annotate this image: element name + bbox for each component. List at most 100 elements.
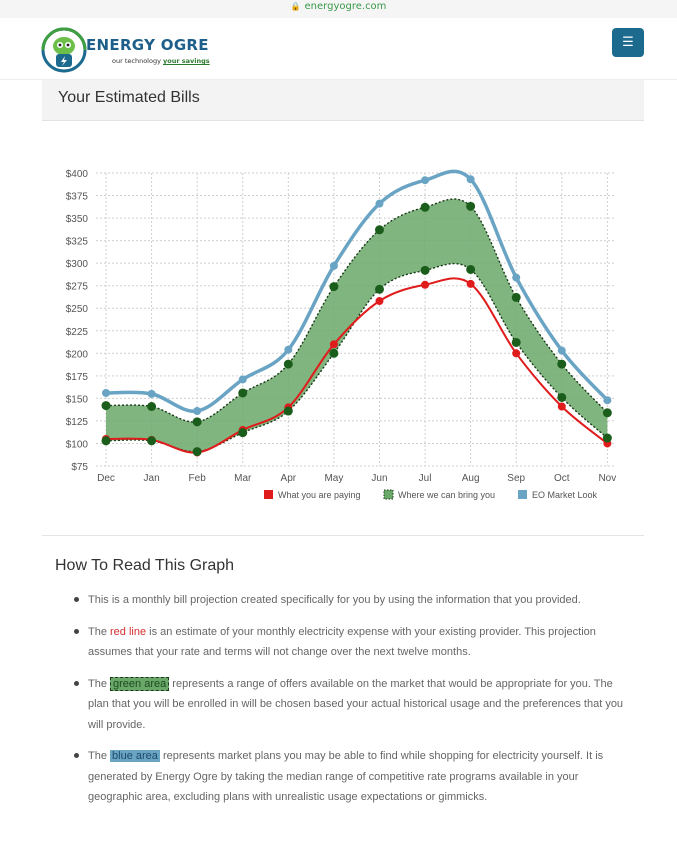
y-tick-label: $225 — [66, 327, 89, 338]
green-upper-point — [238, 388, 248, 398]
bullet-2-post: is an estimate of your monthly electrici… — [88, 625, 596, 659]
list-item: The green area represents a range of off… — [73, 674, 633, 736]
tagline-emphasis: your savings — [163, 57, 210, 65]
hamburger-menu-icon: ☰ — [622, 35, 634, 50]
red-line-highlight: red line — [110, 625, 147, 638]
blue-point — [102, 388, 110, 397]
list-item: This is a monthly bill projection create… — [73, 590, 633, 611]
legend-label: Where we can bring you — [398, 490, 495, 500]
blue-point — [512, 273, 521, 282]
url-text: energyogre.com — [304, 1, 387, 12]
green-upper-point — [374, 225, 384, 235]
bullet-1-text: This is a monthly bill projection create… — [88, 594, 581, 606]
green-upper-point — [101, 401, 111, 411]
green-upper-point — [420, 202, 430, 212]
estimated-bills-chart: $400 $375 $350 $325 $300 $275 $250 $225 $200 $175… — [42, 121, 644, 529]
chart-svg: $400 $375 $350 $325 $300 $275 $250 $225 $200 $175… — [66, 169, 617, 500]
list-item: The red line is an estimate of your mont… — [73, 622, 633, 663]
green-lower-point — [283, 406, 293, 416]
x-tick-label: Nov — [598, 473, 616, 484]
blue-point — [329, 261, 338, 270]
blue-point — [603, 396, 612, 405]
ogre-mascot-icon — [41, 27, 87, 73]
y-tick-label: $275 — [66, 282, 89, 293]
green-lower-point — [420, 265, 430, 275]
bullet-2-pre: The — [88, 625, 111, 638]
y-tick-label: $325 — [66, 237, 89, 248]
green-lower-point — [101, 436, 111, 446]
x-tick-label: Aug — [462, 473, 480, 484]
red-point — [466, 279, 475, 288]
green-lower-point — [511, 337, 521, 347]
y-tick-label: $350 — [66, 214, 89, 225]
green-lower-point — [329, 348, 339, 358]
green-upper-point — [192, 417, 202, 427]
blue-point — [375, 199, 384, 208]
x-tick-label: Oct — [554, 473, 570, 484]
y-tick-label: $250 — [66, 304, 89, 315]
y-tick-label: $200 — [66, 349, 89, 360]
blue-point — [466, 175, 475, 184]
green-upper-point — [147, 401, 157, 411]
y-tick-label: $175 — [66, 372, 89, 383]
green-lower-point — [466, 264, 476, 274]
energy-ogre-logo[interactable]: ENERGY OGRE our technology your savings — [40, 26, 230, 76]
x-tick-label: Jun — [371, 473, 387, 484]
green-upper-point — [283, 359, 293, 369]
green-lower-point — [374, 284, 384, 294]
x-tick-label: Dec — [97, 473, 115, 484]
red-point — [329, 340, 338, 349]
legend-swatch — [383, 489, 394, 500]
list-item: The blue area represents market plans yo… — [73, 746, 633, 808]
x-tick-label: Feb — [189, 473, 207, 484]
blue-point — [238, 375, 247, 384]
green-lower-point — [238, 428, 248, 438]
green-lower-point — [192, 447, 202, 457]
brand-name: ENERGY OGRE — [86, 36, 209, 54]
blue-point — [147, 389, 156, 398]
x-tick-label: May — [324, 473, 343, 484]
x-tick-label: Mar — [234, 473, 252, 484]
panel-title: Your Estimated Bills — [58, 89, 200, 106]
y-tick-label: $300 — [66, 259, 89, 270]
browser-url-bar[interactable]: 🔒 energyogre.com — [0, 0, 677, 18]
y-tick-label: $400 — [66, 169, 89, 180]
bullet-3-post: represents a range of offers available o… — [88, 677, 624, 731]
green-lower-point — [147, 436, 157, 446]
green-upper-point — [329, 282, 339, 292]
green-area-highlight: green area — [110, 676, 170, 691]
tagline-prefix: our technology — [112, 57, 163, 65]
x-tick-label: Apr — [281, 473, 297, 484]
x-tick-label: Jul — [419, 473, 432, 484]
green-lower-point — [557, 392, 567, 402]
legend-swatch — [264, 490, 273, 499]
bullet-4-pre: The — [88, 750, 111, 762]
legend-swatch — [518, 490, 527, 499]
legend-label: What you are paying — [278, 490, 361, 500]
green-upper-point — [557, 359, 567, 369]
y-tick-label: $150 — [66, 394, 89, 405]
blue-point — [557, 346, 566, 355]
section-divider — [42, 535, 644, 536]
panel-header: Your Estimated Bills — [42, 80, 644, 121]
blue-point — [284, 345, 293, 354]
site-header: ENERGY OGRE our technology your savings … — [0, 18, 677, 80]
blue-point — [421, 176, 430, 185]
green-area-band — [106, 199, 608, 452]
y-tick-label: $100 — [66, 439, 89, 450]
blue-point — [193, 407, 202, 416]
red-point — [512, 349, 521, 358]
green-lower-point — [602, 433, 612, 443]
red-point — [375, 297, 384, 306]
brand-tagline: our technology your savings — [112, 57, 210, 65]
red-point — [557, 402, 566, 411]
menu-button[interactable]: ☰ — [612, 28, 644, 57]
x-tick-label: Jan — [144, 473, 160, 484]
legend-label: EO Market Look — [532, 490, 598, 500]
green-upper-point — [466, 201, 476, 211]
how-to-list: This is a monthly bill projection create… — [73, 590, 633, 808]
bullet-4-post: represents market plans you may be able … — [88, 750, 604, 803]
red-point — [421, 280, 430, 289]
how-to-read-title: How To Read This Graph — [55, 557, 235, 574]
lock-icon: 🔒 — [290, 2, 301, 11]
